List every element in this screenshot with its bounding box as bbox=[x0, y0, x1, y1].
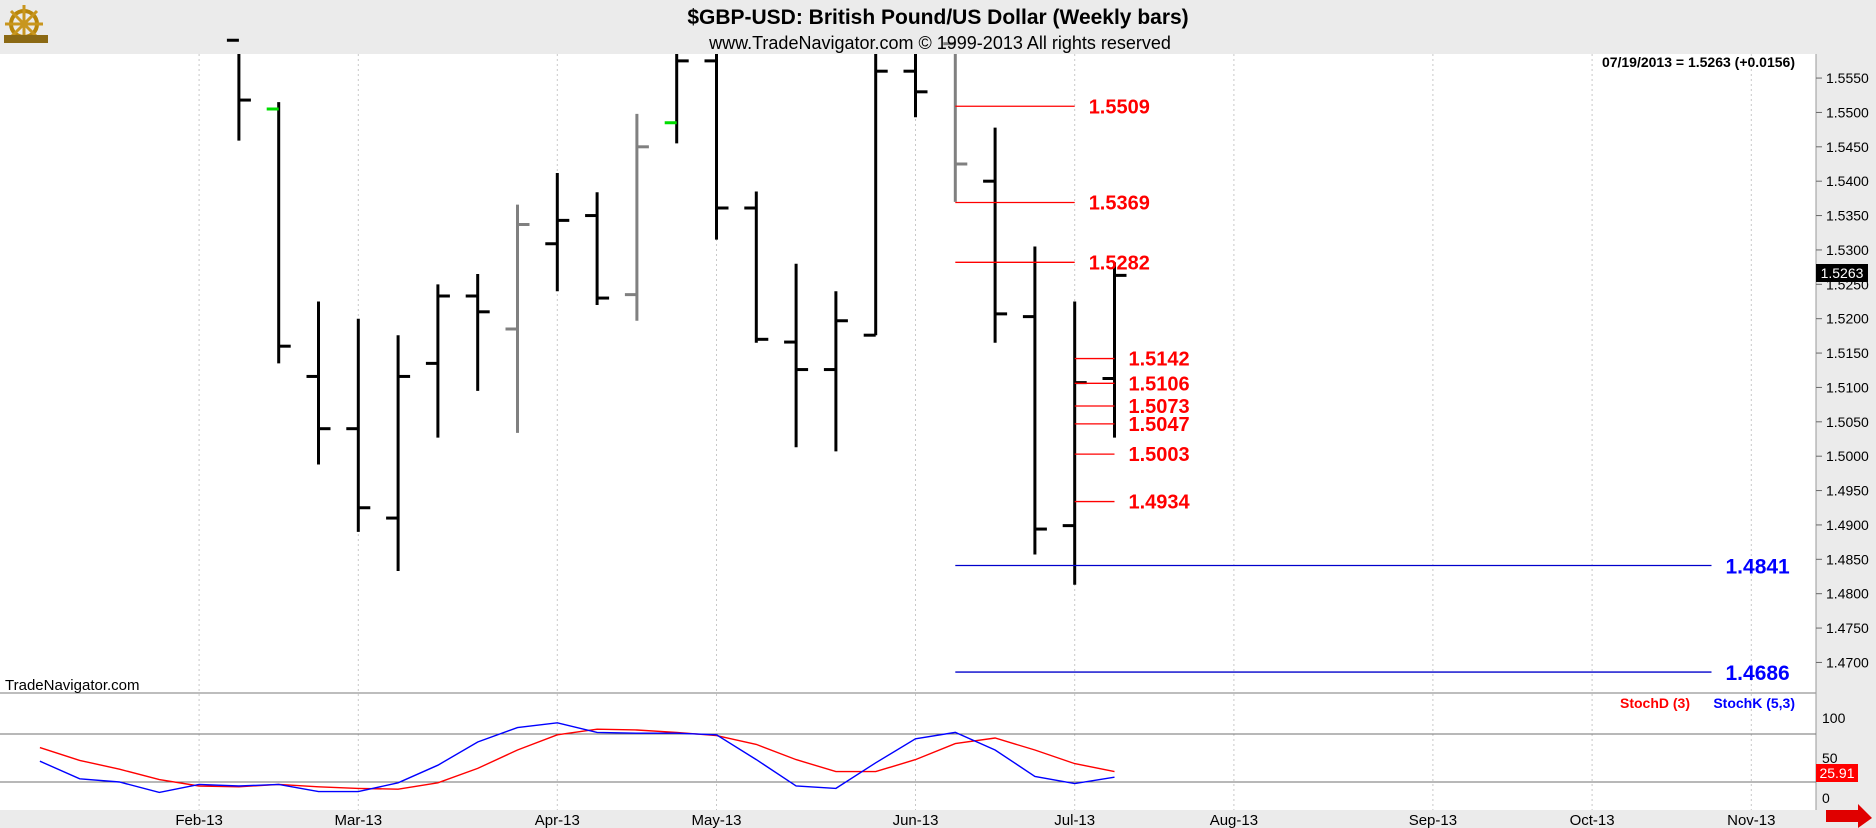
red-level-label: 1.4934 bbox=[1129, 492, 1191, 514]
stoch-value-label: 25.91 bbox=[1819, 765, 1854, 781]
red-level-label: 1.5369 bbox=[1089, 193, 1150, 215]
last-quote-readout: 07/19/2013 = 1.5263 (+0.0156) bbox=[1602, 54, 1795, 70]
x-tick-label: Sep-13 bbox=[1409, 812, 1457, 828]
legend-stochd: StochD (3) bbox=[1620, 695, 1690, 711]
stoch-tick-label: 100 bbox=[1822, 710, 1846, 726]
chart-subtitle: www.TradeNavigator.com © 1999-2013 All r… bbox=[708, 33, 1171, 53]
x-tick-label: Apr-13 bbox=[535, 812, 580, 828]
ohlc-bars bbox=[226, 38, 1127, 585]
red-level-label: 1.5142 bbox=[1129, 349, 1190, 371]
ship-wheel-logo-icon bbox=[4, 5, 48, 43]
x-tick-label: Aug-13 bbox=[1210, 812, 1258, 828]
grid bbox=[198, 54, 1752, 810]
y-tick-label: 1.5050 bbox=[1826, 414, 1869, 430]
x-tick-label: Mar-13 bbox=[335, 812, 383, 828]
legend-stochk: StochK (5,3) bbox=[1713, 695, 1795, 711]
x-tick-label: Jun-13 bbox=[893, 812, 939, 828]
red-level-label: 1.5047 bbox=[1129, 414, 1190, 436]
stoch-tick-label: 50 bbox=[1822, 750, 1838, 766]
scroll-right-arrow-icon[interactable] bbox=[1826, 804, 1872, 828]
watermark: TradeNavigator.com bbox=[5, 677, 140, 694]
blue-level-label: 1.4841 bbox=[1726, 556, 1791, 579]
y-tick-label: 1.5200 bbox=[1826, 311, 1869, 327]
y-tick-label: 1.4950 bbox=[1826, 483, 1869, 499]
stoch-value-badge bbox=[1816, 764, 1858, 782]
y-tick-label: 1.4850 bbox=[1826, 551, 1869, 567]
y-tick-label: 1.4900 bbox=[1826, 517, 1869, 533]
red-level-label: 1.5106 bbox=[1129, 373, 1190, 395]
red-level-label: 1.5073 bbox=[1129, 396, 1190, 418]
x-tick-label: Feb-13 bbox=[175, 812, 223, 828]
x-tick-label: Nov-13 bbox=[1727, 812, 1775, 828]
y-tick-label: 1.4750 bbox=[1826, 620, 1869, 636]
stochastic-panel bbox=[0, 694, 1816, 810]
chart-title: $GBP-USD: British Pound/US Dollar (Weekl… bbox=[687, 6, 1188, 29]
stochk-line bbox=[39, 722, 1115, 794]
y-tick-label: 1.5550 bbox=[1826, 70, 1869, 86]
y-tick-label: 1.5400 bbox=[1826, 173, 1869, 189]
price-levels: 1.55091.53691.52821.51421.51061.50731.50… bbox=[955, 96, 1790, 685]
y-tick-label: 1.4800 bbox=[1826, 586, 1869, 602]
red-level-label: 1.5509 bbox=[1089, 96, 1150, 118]
last-price-badge bbox=[1816, 264, 1868, 282]
blue-level-label: 1.4686 bbox=[1726, 662, 1790, 685]
date-axis: Feb-13 Mar-13 Apr-13 May-13 Jun-13 Jul-13 Aug-… bbox=[175, 812, 1775, 828]
x-tick-label: Jul-13 bbox=[1054, 812, 1095, 828]
y-tick-label: 1.5350 bbox=[1826, 208, 1869, 224]
y-tick-label: 1.4700 bbox=[1826, 654, 1869, 670]
x-tick-label: Oct-13 bbox=[1570, 812, 1615, 828]
x-tick-label: May-13 bbox=[691, 812, 741, 828]
stochastic-lines bbox=[0, 722, 1816, 794]
y-tick-label: 1.5300 bbox=[1826, 242, 1869, 258]
y-tick-label: 1.5100 bbox=[1826, 379, 1869, 395]
price-panel bbox=[0, 54, 1816, 692]
stochd-line bbox=[39, 728, 1115, 790]
y-tick-label: 1.5450 bbox=[1826, 139, 1869, 155]
red-level-label: 1.5282 bbox=[1089, 252, 1150, 274]
red-level-label: 1.5003 bbox=[1129, 444, 1190, 466]
stoch-tick-label: 0 bbox=[1822, 790, 1830, 806]
y-tick-label: 1.5150 bbox=[1826, 345, 1869, 361]
y-tick-label: 1.5000 bbox=[1826, 448, 1869, 464]
last-price-label: 1.5263 bbox=[1821, 265, 1864, 281]
y-tick-label: 1.5500 bbox=[1826, 104, 1869, 120]
